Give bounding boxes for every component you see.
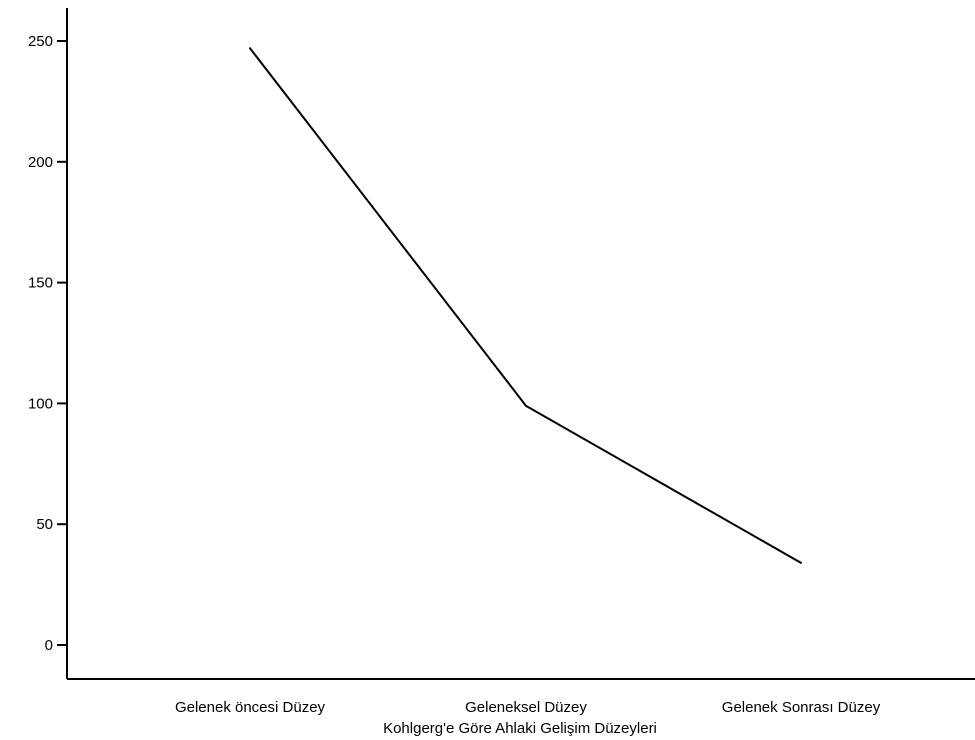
x-axis-title: Kohlgerg'e Göre Ahlaki Gelişim Düzeyleri [383, 720, 657, 737]
y-tick-label: 150 [28, 275, 53, 292]
series-line [249, 47, 802, 564]
x-tick-label: Gelenek öncesi Düzey [175, 699, 326, 716]
x-tick-label: Gelenek Sonrası Düzey [722, 699, 881, 716]
y-tick-label: 200 [28, 154, 53, 171]
y-tick-label: 0 [45, 637, 53, 654]
y-tick-label: 100 [28, 395, 53, 412]
y-ticks: 0 50 100 150 200 250 [28, 33, 67, 654]
data-point [525, 404, 527, 407]
data-point [249, 47, 251, 50]
x-tick-label: Geleneksel Düzey [465, 699, 587, 716]
data-point [800, 561, 802, 564]
series-group [249, 47, 802, 564]
y-tick-label: 50 [36, 516, 53, 533]
x-ticks: Gelenek öncesi Düzey Geleneksel Düzey Gele… [175, 699, 881, 716]
y-tick-label: 250 [28, 33, 53, 50]
axes [66, 8, 975, 680]
